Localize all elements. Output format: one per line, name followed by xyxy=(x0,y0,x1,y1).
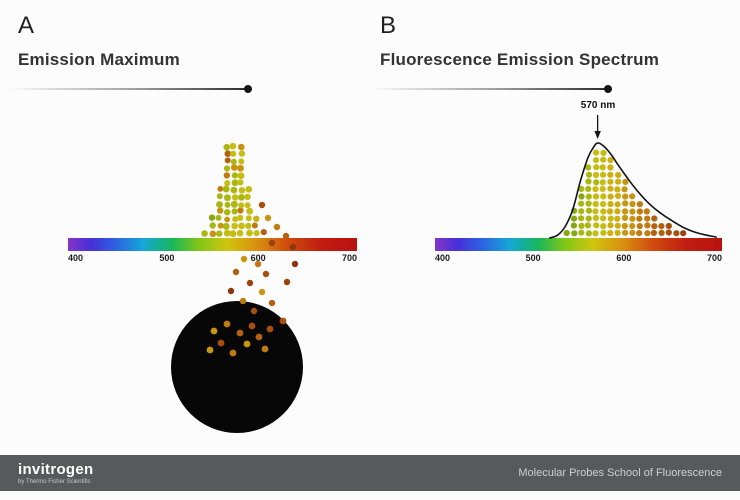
tick-label: 500 xyxy=(159,253,175,263)
fluorophore-sphere xyxy=(171,301,303,433)
panel-a-divider-line xyxy=(8,85,252,93)
footer-right-text: Molecular Probes School of Fluorescence xyxy=(518,467,722,479)
panel-a-title: Emission Maximum xyxy=(18,50,180,69)
tick-label: 700 xyxy=(706,253,722,263)
footer: invitrogen by Thermo Fisher Scientific M… xyxy=(0,455,740,491)
panel-a-letter: A xyxy=(18,12,35,39)
peak-wavelength-label: 570 nm xyxy=(580,100,616,111)
peak-arrowhead xyxy=(594,131,601,139)
wavelength-axis-a: 400 500 600 700 xyxy=(68,253,357,263)
brand-subtitle: by Thermo Fisher Scientific xyxy=(18,478,91,485)
emission-spectrum-curve xyxy=(549,142,718,239)
panel-b-divider-line xyxy=(370,85,612,93)
tick-label: 700 xyxy=(341,253,357,263)
tick-label: 600 xyxy=(616,253,632,263)
tick-label: 400 xyxy=(435,253,451,263)
tick-label: 500 xyxy=(525,253,541,263)
tick-label: 400 xyxy=(68,253,84,263)
tick-label: 600 xyxy=(250,253,266,263)
panel-b-letter: B xyxy=(380,12,397,39)
divider-end-dot xyxy=(604,85,612,93)
invitrogen-logo: invitrogen by Thermo Fisher Scientific xyxy=(18,462,94,485)
panel-b-title: Fluorescence Emission Spectrum xyxy=(380,50,660,69)
divider-end-dot xyxy=(244,85,252,93)
spectrum-bar-a xyxy=(68,238,357,251)
wavelength-axis-b: 400 500 600 700 xyxy=(435,253,722,263)
spectrum-bar-b xyxy=(435,238,722,251)
brand-name: invitrogen xyxy=(18,460,94,478)
